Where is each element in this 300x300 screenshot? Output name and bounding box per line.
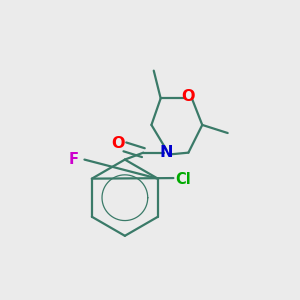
Text: O: O	[182, 89, 195, 104]
Text: F: F	[69, 152, 79, 167]
Text: Cl: Cl	[176, 172, 191, 187]
Text: O: O	[111, 136, 125, 151]
Text: N: N	[160, 145, 173, 160]
